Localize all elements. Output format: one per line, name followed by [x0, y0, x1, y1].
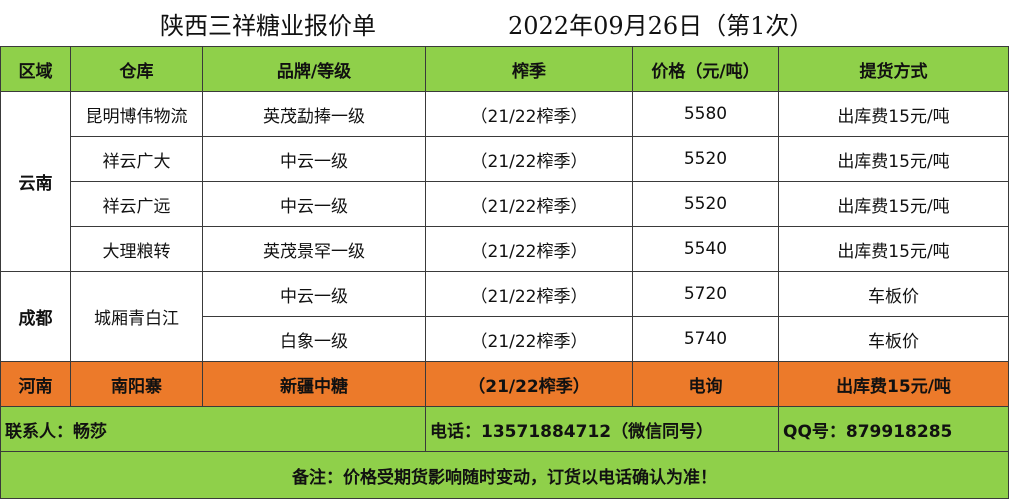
- region-henan: 河南: [0, 361, 71, 407]
- price-cell: 电询: [632, 361, 779, 407]
- sheet-date: 2022年09月26日（第1次）: [508, 12, 814, 40]
- header-season: 榨季: [425, 46, 633, 92]
- price-cell: 5740: [632, 316, 779, 362]
- brand-cell: 新疆中糖: [202, 361, 426, 407]
- table-row: 大理粮转 英茂景罕一级 （21/22榨季） 5540 出库费15元/吨: [1, 226, 1009, 272]
- table-row: 成都 城厢青白江 中云一级 （21/22榨季） 5720 车板价: [0, 271, 1009, 362]
- season-cell: （21/22榨季）: [425, 361, 633, 407]
- note-text: 备注：价格受期货影响随时变动，订货以电话确认为准！: [0, 451, 1009, 499]
- sheet-title: 陕西三祥糖业报价单: [160, 12, 376, 40]
- title-row: 陕西三祥糖业报价单 2022年09月26日（第1次）: [0, 0, 1013, 45]
- delivery-cell: 出库费15元/吨: [778, 226, 1009, 272]
- delivery-cell: 车板价: [778, 271, 1009, 317]
- table-row: 白象一级 （21/22榨季） 5740 车板价: [1, 316, 1009, 362]
- brand-cell: 白象一级: [202, 316, 426, 362]
- price-cell: 5520: [632, 136, 779, 182]
- season-cell: （21/22榨季）: [425, 226, 633, 272]
- header-row: 区域 仓库 品牌/等级 榨季 价格（元/吨） 提货方式: [0, 46, 1009, 92]
- season-cell: （21/22榨季）: [425, 136, 633, 182]
- warehouse-cell: 昆明博伟物流: [70, 91, 203, 137]
- brand-cell: 中云一级: [202, 271, 426, 317]
- table-row: 祥云广大 中云一级 （21/22榨季） 5520 出库费15元/吨: [1, 136, 1009, 182]
- delivery-cell: 出库费15元/吨: [778, 91, 1009, 137]
- contact-qq: QQ号：879918285: [778, 406, 1009, 452]
- delivery-cell: 车板价: [778, 316, 1009, 362]
- delivery-cell: 出库费15元/吨: [778, 361, 1009, 407]
- table-row: 云南 昆明博伟物流 英茂勐捧一级 （21/22榨季） 5580 出库费15元/吨: [0, 91, 1009, 272]
- warehouse-cell: 大理粮转: [70, 226, 203, 272]
- season-cell: （21/22榨季）: [425, 271, 633, 317]
- contact-phone: 电话：13571884712（微信同号）: [425, 406, 779, 452]
- delivery-cell: 出库费15元/吨: [778, 136, 1009, 182]
- table-row-highlight: 河南 南阳寨 新疆中糖 （21/22榨季） 电询 出库费15元/吨: [0, 361, 1009, 407]
- price-cell: 5520: [632, 181, 779, 227]
- header-region: 区域: [0, 46, 71, 92]
- contact-person: 联系人：畅莎: [0, 406, 426, 452]
- season-cell: （21/22榨季）: [425, 316, 633, 362]
- header-delivery: 提货方式: [778, 46, 1009, 92]
- warehouse-cell: 城厢青白江: [70, 271, 203, 362]
- brand-cell: 中云一级: [202, 136, 426, 182]
- header-brand: 品牌/等级: [202, 46, 426, 92]
- price-table: 区域 仓库 品牌/等级 榨季 价格（元/吨） 提货方式 云南 昆明博伟物流 英茂…: [0, 46, 1009, 499]
- delivery-cell: 出库费15元/吨: [778, 181, 1009, 227]
- brand-cell: 英茂景罕一级: [202, 226, 426, 272]
- region-chengdu: 成都: [0, 271, 71, 362]
- price-cell: 5540: [632, 226, 779, 272]
- warehouse-cell: 南阳寨: [70, 361, 203, 407]
- season-cell: （21/22榨季）: [425, 91, 633, 137]
- table-row: 祥云广远 中云一级 （21/22榨季） 5520 出库费15元/吨: [1, 181, 1009, 227]
- contact-row: 联系人：畅莎 电话：13571884712（微信同号） QQ号：87991828…: [0, 406, 1009, 452]
- season-cell: （21/22榨季）: [425, 181, 633, 227]
- note-row: 备注：价格受期货影响随时变动，订货以电话确认为准！: [0, 451, 1009, 499]
- warehouse-cell: 祥云广大: [70, 136, 203, 182]
- region-yunnan: 云南: [0, 91, 71, 272]
- header-warehouse: 仓库: [70, 46, 203, 92]
- warehouse-cell: 祥云广远: [70, 181, 203, 227]
- price-cell: 5720: [632, 271, 779, 317]
- price-cell: 5580: [632, 91, 779, 137]
- header-price: 价格（元/吨）: [632, 46, 779, 92]
- brand-cell: 中云一级: [202, 181, 426, 227]
- brand-cell: 英茂勐捧一级: [202, 91, 426, 137]
